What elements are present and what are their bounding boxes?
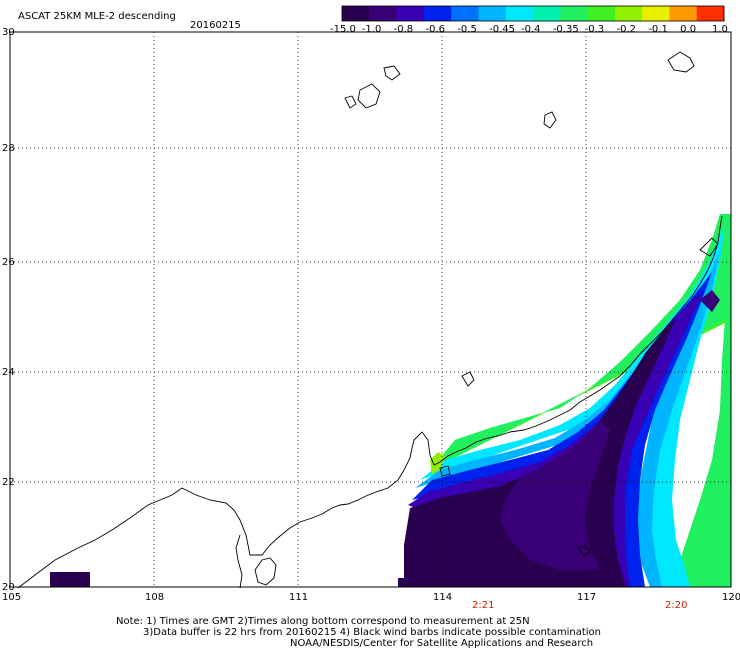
longitude-label: 108 [145,592,165,603]
note-line-1: Note: 1) Times are GMT 2)Times along bot… [116,616,530,627]
colorbar-swatch [642,6,670,21]
note-line-2: 3)Data buffer is 22 hrs from 20160215 4)… [143,627,601,638]
colorbar-swatch [478,6,507,21]
colorbar-swatch [587,6,616,21]
pass-time-1: 2:21 [472,600,495,611]
pass-time-2: 2:20 [665,600,688,611]
colorbar-swatch [423,6,452,21]
latitude-label: 22 [2,477,15,488]
swath-region [398,318,676,587]
longitude-label: 114 [433,592,453,603]
note-line-3: NOAA/NESDIS/Center for Satellite Applica… [290,638,594,649]
latitude-label: 20 [2,582,15,593]
colorbar-label: -0.4 [521,24,541,35]
colorbar-label: -15.0 [330,24,356,35]
swath-region [50,572,90,587]
longitude-label: 120 [722,592,740,603]
longitude-label: 105 [2,592,22,603]
colorbar-swatch [342,6,370,21]
colorbar-swatch [560,6,589,21]
latitude-label: 24 [2,367,15,378]
map-frame [9,31,732,588]
swath-region [700,290,720,312]
colorbar-label: -0.2 [616,24,637,35]
colorbar-swatch [505,6,534,21]
colorbar-label: -0.45 [489,24,516,35]
graticule [10,32,731,587]
swath-region [430,214,731,587]
swath-region [412,272,712,587]
wind-swath [50,214,731,587]
colorbar-swatch [696,6,725,21]
colorbar-label: -0.35 [552,24,579,35]
colorbar-label: 0.0 [680,24,697,35]
colorbar-swatch [533,6,561,21]
colorbar-swatch [451,6,479,21]
longitude-label: 111 [289,592,309,603]
latitude-label: 26 [2,257,15,268]
swath-region [500,420,610,570]
colorbar-label: -0.6 [425,24,446,35]
swath-region [415,250,720,587]
latitude-label: 30 [2,27,15,38]
colorbar-label: -0.3 [584,24,605,35]
colorbar-swatch [614,6,643,21]
colorbar [341,5,725,22]
colorbar-label: 1.0 [712,24,728,35]
colorbar-swatch [396,6,425,21]
colorbar-label: -1.0 [361,24,382,35]
latitude-label: 28 [2,143,15,154]
map-date: 20160215 [190,20,241,31]
colorbar-label: -0.1 [648,24,668,35]
map-title: ASCAT 25KM MLE-2 descending [18,11,176,22]
colorbar-swatch [669,6,698,21]
longitude-label: 117 [577,592,597,603]
colorbar-swatch [369,6,398,21]
coastline [17,51,723,589]
colorbar-label: -0.5 [457,24,477,35]
colorbar-label: -0.8 [393,24,414,35]
